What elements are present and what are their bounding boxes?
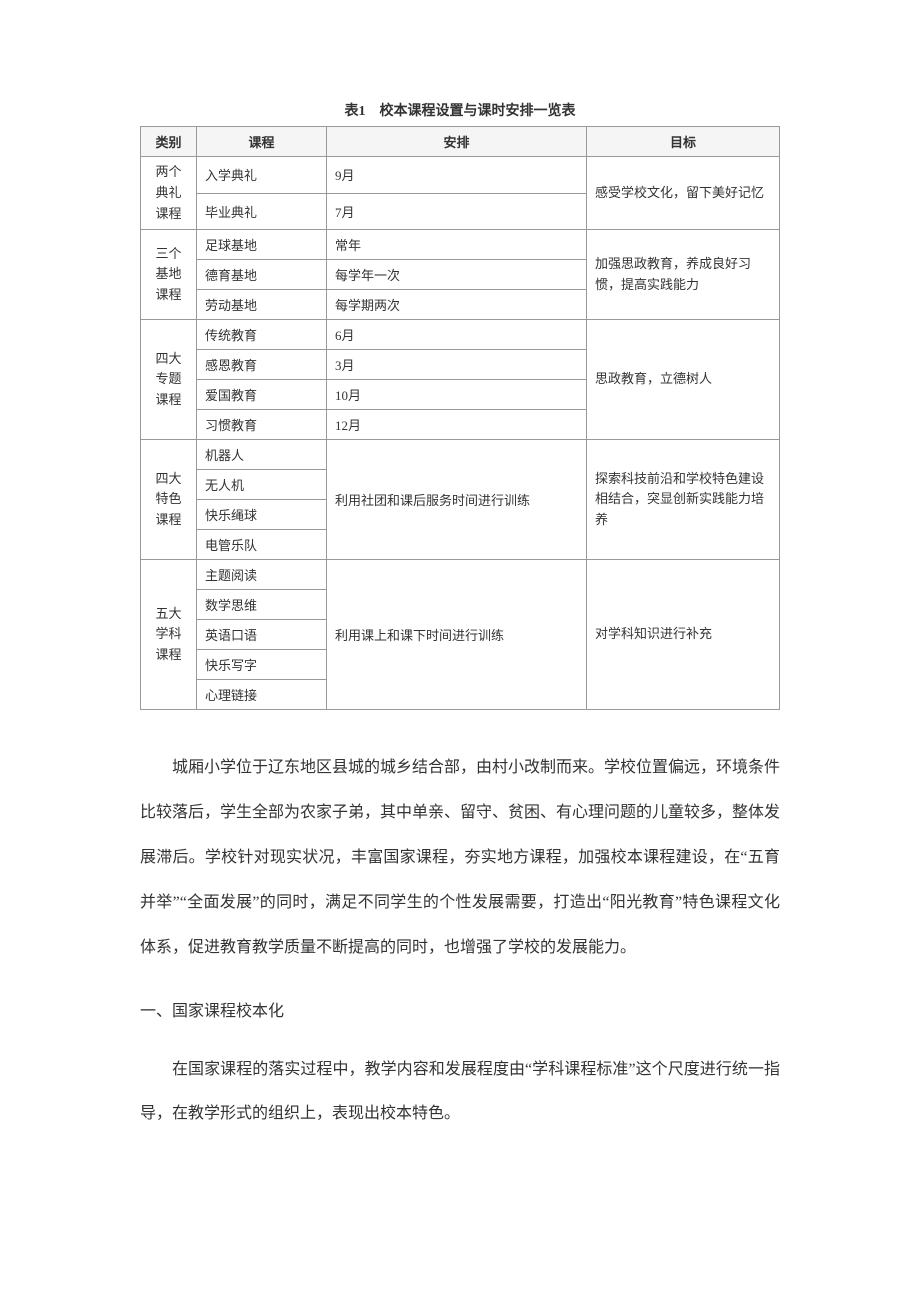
cell-category: 五大学科课程: [141, 560, 197, 710]
table-row: 两个典礼课程 入学典礼 9月 感受学校文化，留下美好记忆: [141, 157, 780, 194]
cell-course: 心理链接: [197, 680, 327, 710]
cell-category: 两个典礼课程: [141, 157, 197, 230]
table-row: 五大学科课程 主题阅读 利用课上和课下时间进行训练 对学科知识进行补充: [141, 560, 780, 590]
col-course: 课程: [197, 127, 327, 157]
table-row: 四大专题课程 传统教育 6月 思政教育，立德树人: [141, 320, 780, 350]
cell-arrange: 常年: [327, 230, 587, 260]
cell-course: 机器人: [197, 440, 327, 470]
cell-course: 入学典礼: [197, 157, 327, 194]
cell-goal: 思政教育，立德树人: [587, 320, 780, 440]
cell-course: 数学思维: [197, 590, 327, 620]
cell-arrange: 12月: [327, 410, 587, 440]
paragraph-1: 城厢小学位于辽东地区县城的城乡结合部，由村小改制而来。学校位置偏远，环境条件比较…: [140, 746, 780, 970]
cell-arrange: 利用课上和课下时间进行训练: [327, 560, 587, 710]
table-row: 三个基地课程 足球基地 常年 加强思政教育，养成良好习惯，提高实践能力: [141, 230, 780, 260]
col-arrange: 安排: [327, 127, 587, 157]
cell-arrange: 7月: [327, 193, 587, 230]
body-paragraph-block: 城厢小学位于辽东地区县城的城乡结合部，由村小改制而来。学校位置偏远，环境条件比较…: [140, 746, 780, 970]
cell-course: 德育基地: [197, 260, 327, 290]
table-caption: 表1 校本课程设置与课时安排一览表: [140, 100, 780, 120]
cell-course: 英语口语: [197, 620, 327, 650]
cell-course: 电管乐队: [197, 530, 327, 560]
cell-category: 三个基地课程: [141, 230, 197, 320]
cell-course: 快乐写字: [197, 650, 327, 680]
cell-course: 主题阅读: [197, 560, 327, 590]
cell-arrange: 10月: [327, 380, 587, 410]
section-1-body: 在国家课程的落实过程中，教学内容和发展程度由“学科课程标准”这个尺度进行统一指导…: [140, 1048, 780, 1138]
cell-arrange: 利用社团和课后服务时间进行训练: [327, 440, 587, 560]
cell-course: 感恩教育: [197, 350, 327, 380]
table-row: 四大特色课程 机器人 利用社团和课后服务时间进行训练 探索科技前沿和学校特色建设…: [141, 440, 780, 470]
cell-course: 无人机: [197, 470, 327, 500]
cell-arrange: 6月: [327, 320, 587, 350]
cell-category: 四大特色课程: [141, 440, 197, 560]
cell-course: 习惯教育: [197, 410, 327, 440]
section-heading-1: 一、国家课程校本化: [140, 994, 780, 1029]
cell-course: 传统教育: [197, 320, 327, 350]
table-header-row: 类别 课程 安排 目标: [141, 127, 780, 157]
col-goal: 目标: [587, 127, 780, 157]
cell-course: 毕业典礼: [197, 193, 327, 230]
cell-arrange: 每学期两次: [327, 290, 587, 320]
cell-course: 爱国教育: [197, 380, 327, 410]
cell-course: 快乐绳球: [197, 500, 327, 530]
cell-arrange: 9月: [327, 157, 587, 194]
cell-category: 四大专题课程: [141, 320, 197, 440]
section-1-paragraph-1: 在国家课程的落实过程中，教学内容和发展程度由“学科课程标准”这个尺度进行统一指导…: [140, 1048, 780, 1138]
cell-arrange: 3月: [327, 350, 587, 380]
cell-course: 足球基地: [197, 230, 327, 260]
col-category: 类别: [141, 127, 197, 157]
cell-goal: 加强思政教育，养成良好习惯，提高实践能力: [587, 230, 780, 320]
cell-course: 劳动基地: [197, 290, 327, 320]
cell-goal: 感受学校文化，留下美好记忆: [587, 157, 780, 230]
cell-arrange: 每学年一次: [327, 260, 587, 290]
cell-goal: 探索科技前沿和学校特色建设相结合，突显创新实践能力培养: [587, 440, 780, 560]
cell-goal: 对学科知识进行补充: [587, 560, 780, 710]
curriculum-table: 类别 课程 安排 目标 两个典礼课程 入学典礼 9月 感受学校文化，留下美好记忆…: [140, 126, 780, 710]
